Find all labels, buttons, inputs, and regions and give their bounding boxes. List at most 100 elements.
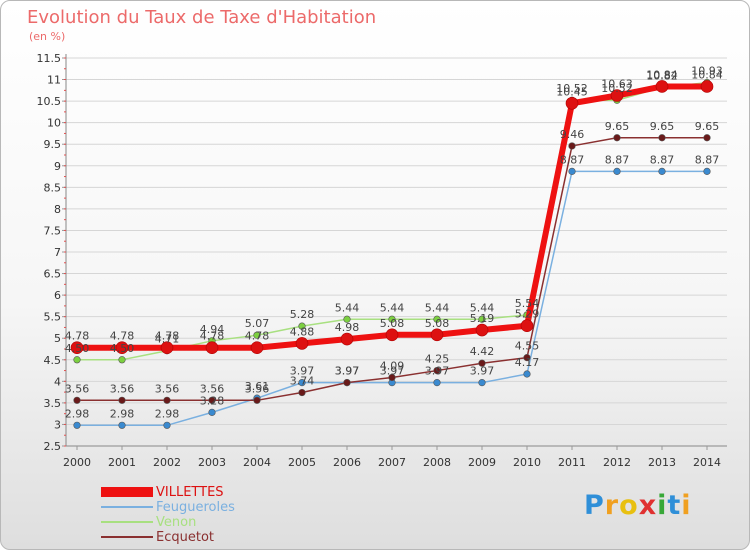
data-label: 8.87 [605,153,630,166]
x-tick-label: 2000 [63,456,91,469]
data-point [703,167,711,175]
y-tick-label: 6.5 [44,268,62,281]
y-tick-label: 9.5 [44,138,62,151]
y-tick-label: 4 [54,375,61,388]
data-label: 4.78 [245,330,270,343]
data-label: 3.56 [110,382,135,395]
data-point [478,315,486,323]
y-tick-label: 9 [54,160,61,173]
data-point [568,167,576,175]
data-point [298,388,306,397]
data-label: 3.56 [65,382,90,395]
data-label: 5.54 [515,297,540,310]
data-point [520,319,534,333]
data-label: 3.97 [425,365,450,378]
data-label: 9.46 [560,128,585,141]
data-label: 10.52 [601,82,633,95]
data-point [295,337,309,350]
legend-label: Venon [156,515,197,530]
data-label: 3.97 [335,365,360,378]
logo-letter: r [604,490,620,521]
x-tick-label: 2010 [513,456,541,469]
legend-swatch [101,506,153,508]
data-label: 4.98 [335,321,360,334]
data-point [433,366,441,375]
x-tick-label: 2011 [558,456,586,469]
logo-letter: P [584,490,605,521]
legend-item: Feugueroles [101,500,301,515]
logo-letter: o [619,490,639,521]
data-label: 4.94 [200,323,225,336]
data-point [388,315,396,323]
data-label: 5.08 [425,317,450,330]
data-labels: 4.78 4.78 4.78 4.78 4.78 4.88 4.98 5.08 5.08 5.19… [65,65,723,421]
data-point [523,370,531,378]
data-label: 5.44 [470,301,495,314]
data-label: 10.52 [556,82,588,95]
data-label: 5.08 [380,317,405,330]
data-point [610,89,624,102]
data-point [430,328,444,342]
data-label: 4.78 [200,330,225,343]
y-tick-label: 5.5 [44,311,62,324]
data-point [700,80,714,93]
data-label: 4.50 [65,342,90,355]
x-tick-label: 2007 [378,456,406,469]
data-label: 9.65 [605,120,630,133]
data-label: 4.25 [425,353,450,366]
data-label: 10.84 [691,68,723,81]
data-label: 3.56 [200,382,225,395]
data-point [658,134,666,142]
legend-swatch [101,487,153,497]
y-tick-label: 7.5 [44,224,62,237]
y-tick-label: 8.5 [44,181,62,194]
data-label: 3.97 [470,365,495,378]
data-point [613,134,621,142]
legend-item: Ecquetot [101,530,301,545]
series-lines [70,78,714,429]
data-label: 2.98 [110,407,135,420]
data-label: 5.28 [290,308,315,321]
data-point [205,341,219,355]
data-label: 5.19 [470,312,495,325]
x-tick-label: 2001 [108,456,136,469]
data-label: 5.44 [335,301,360,314]
data-label: 9.65 [695,120,720,133]
data-label: 8.87 [650,153,675,166]
x-tick-label: 2013 [648,456,676,469]
data-label: 4.09 [380,359,405,372]
data-point [115,341,129,355]
data-label: 10.82 [646,69,678,82]
data-label: 4.71 [155,333,180,346]
x-tick-label: 2002 [153,456,181,469]
x-tick-label: 2008 [423,456,451,469]
x-axis-ticks: 2000 2001 2002 2003 2004 2005 2006 2007 2008 2009… [63,446,721,469]
data-point [163,396,171,404]
data-point [478,359,486,367]
data-label: 3.61 [245,380,270,393]
data-point [568,142,576,150]
data-label: 9.65 [650,120,675,133]
data-point [160,341,174,355]
data-label: 4.78 [155,330,180,343]
data-label: 3.97 [380,365,405,378]
y-tick-label: 3 [54,418,61,431]
legend: VILLETTES Feugueroles Venon Ecquetot [101,485,301,545]
y-tick-label: 11 [47,74,61,87]
data-point [73,356,81,364]
data-label: 3.97 [335,365,360,378]
y-tick-label: 4.5 [44,354,62,367]
data-point [658,167,666,175]
data-point [343,379,351,387]
data-label: 10.45 [556,85,588,98]
data-point [253,331,261,339]
data-label: 4.42 [470,345,495,358]
data-point [613,167,621,175]
legend-swatch [101,536,153,538]
data-label: 10.93 [691,65,723,78]
data-point [385,328,399,342]
data-point [340,332,354,346]
data-point [208,396,216,404]
data-point [253,396,261,404]
data-label: 10.63 [601,78,633,91]
